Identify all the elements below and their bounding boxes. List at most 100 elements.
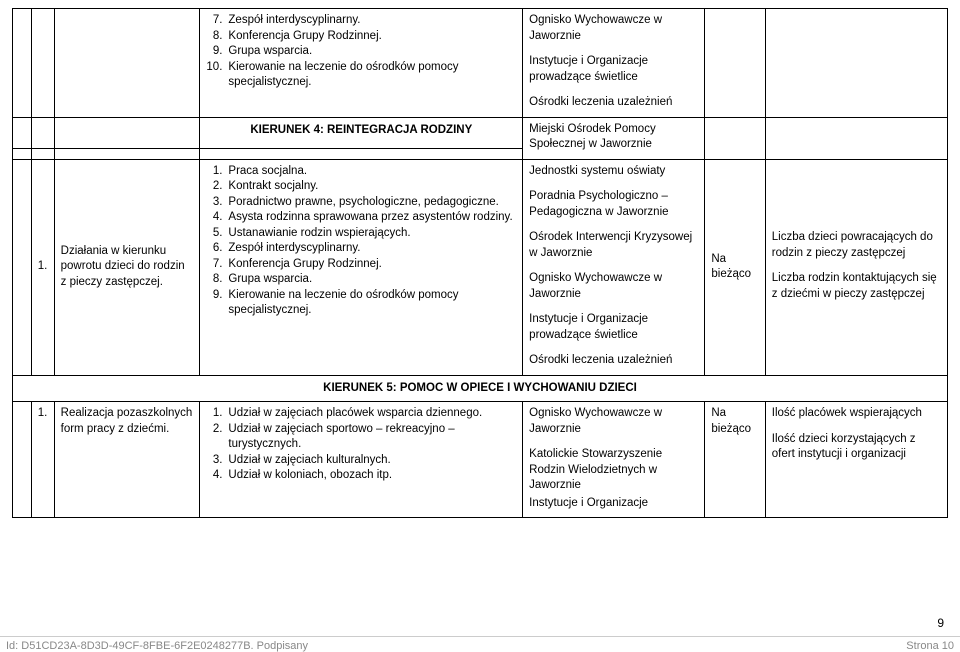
footer-id: Id: D51CD23A-8D3D-49CF-8FBE-6F2E0248277B… bbox=[6, 640, 308, 652]
cell-number: 1. bbox=[31, 402, 54, 518]
cell bbox=[31, 9, 54, 118]
paragraph: Ośrodki leczenia uzależnień bbox=[529, 353, 698, 369]
list-item-number: 4. bbox=[206, 468, 228, 484]
paragraph: Ognisko Wychowawcze w Jaworznie bbox=[529, 406, 698, 437]
list-item: 7.Konferencja Grupy Rodzinnej. bbox=[206, 257, 516, 273]
paragraph: Ośrodki leczenia uzależnień bbox=[529, 95, 698, 111]
list-item-text: Ustanawianie rodzin wspierających. bbox=[228, 226, 516, 242]
cell-action: Działania w kierunku powrotu dzieci do r… bbox=[54, 159, 200, 375]
list-item-number: 5. bbox=[206, 226, 228, 242]
footer-page: Strona 10 bbox=[906, 640, 954, 652]
list-item-number: 2. bbox=[206, 179, 228, 195]
paragraph: Ośrodek Interwencji Kryzysowej w Jaworzn… bbox=[529, 230, 698, 261]
paragraph: Ognisko Wychowawcze w Jaworznie bbox=[529, 271, 698, 302]
cell-indicators: Ilość placówek wspierających Ilość dzieci… bbox=[765, 402, 947, 518]
cell bbox=[54, 148, 200, 159]
list-item-text: Udział w zajęciach sportowo – rekreacyjn… bbox=[228, 422, 516, 453]
list-item-number: 1. bbox=[206, 164, 228, 180]
list-item-number: 7. bbox=[206, 13, 228, 29]
list-item-text: Asysta rodzinna sprawowana przez asysten… bbox=[228, 210, 516, 226]
cell bbox=[200, 148, 523, 159]
paragraph: Ilość placówek wspierających bbox=[772, 406, 941, 422]
table-row: 7.Zespół interdyscyplinarny.8.Konferencj… bbox=[13, 9, 948, 118]
cell-institutions: Jednostki systemu oświatyPoradnia Psycho… bbox=[523, 159, 705, 375]
cell bbox=[13, 402, 32, 518]
list-item-text: Praca socjalna. bbox=[228, 164, 516, 180]
footer: Id: D51CD23A-8D3D-49CF-8FBE-6F2E0248277B… bbox=[0, 636, 960, 652]
paragraph: Instytucje i Organizacje prowadzące świe… bbox=[529, 54, 698, 85]
cell bbox=[13, 148, 32, 159]
cell bbox=[13, 159, 32, 375]
list-item-text: Udział w koloniach, obozach itp. bbox=[228, 468, 516, 484]
list-item-text: Kontrakt socjalny. bbox=[228, 179, 516, 195]
list-item: 6.Zespół interdyscyplinarny. bbox=[206, 241, 516, 257]
list-item: 1.Udział w zajęciach placówek wsparcia d… bbox=[206, 406, 516, 422]
table-row: 1. Działania w kierunku powrotu dzieci d… bbox=[13, 159, 948, 375]
cell bbox=[54, 9, 200, 118]
list-item-number: 9. bbox=[206, 44, 228, 60]
list-item-text: Konferencja Grupy Rodzinnej. bbox=[228, 29, 516, 45]
document-table: 7.Zespół interdyscyplinarny.8.Konferencj… bbox=[12, 8, 948, 518]
cell bbox=[765, 9, 947, 118]
table-row: 1. Realizacja pozaszkolnych form pracy z… bbox=[13, 402, 948, 518]
list-item: 1.Praca socjalna. bbox=[206, 164, 516, 180]
list-item-number: 1. bbox=[206, 406, 228, 422]
list-item-number: 8. bbox=[206, 272, 228, 288]
list-item-number: 9. bbox=[206, 288, 228, 319]
cell bbox=[31, 117, 54, 148]
paragraph: Ilość dzieci korzystających z ofert inst… bbox=[772, 432, 941, 463]
cell-list: 7.Zespół interdyscyplinarny.8.Konferencj… bbox=[200, 9, 523, 118]
list-item: 10.Kierowanie na leczenie do ośrodków po… bbox=[206, 60, 516, 91]
cell-institutions: Ognisko Wychowawcze w JaworznieInstytucj… bbox=[523, 9, 705, 118]
cell bbox=[13, 117, 32, 148]
list-item: 4.Asysta rodzinna sprawowana przez asyst… bbox=[206, 210, 516, 226]
paragraph: Instytucje i Organizacje prowadzące świe… bbox=[529, 312, 698, 343]
list-item: 4.Udział w koloniach, obozach itp. bbox=[206, 468, 516, 484]
list-item-number: 4. bbox=[206, 210, 228, 226]
section-header-row: KIERUNEK 4: REINTEGRACJA RODZINY Miejski… bbox=[13, 117, 948, 148]
paragraph: Katolickie Stowarzyszenie Rodzin Wielodz… bbox=[529, 447, 698, 494]
cell-institutions: Ognisko Wychowawcze w Jaworznie Katolicki… bbox=[523, 402, 705, 518]
list-item-number: 3. bbox=[206, 453, 228, 469]
cell bbox=[13, 9, 32, 118]
page-number: 9 bbox=[937, 616, 944, 630]
list-item-number: 8. bbox=[206, 29, 228, 45]
list-item: 9.Grupa wsparcia. bbox=[206, 44, 516, 60]
cell-list: 1.Udział w zajęciach placówek wsparcia d… bbox=[200, 402, 523, 518]
paragraph: Miejski Ośrodek Pomocy Społecznej w Jawo… bbox=[529, 122, 698, 153]
list-item: 9.Kierowanie na leczenie do ośrodków pom… bbox=[206, 288, 516, 319]
list-item-text: Zespół interdyscyplinarny. bbox=[228, 13, 516, 29]
list-item: 2.Kontrakt socjalny. bbox=[206, 179, 516, 195]
list-item: 3.Udział w zajęciach kulturalnych. bbox=[206, 453, 516, 469]
list-item-text: Grupa wsparcia. bbox=[228, 44, 516, 60]
cell-number: 1. bbox=[31, 159, 54, 375]
list-item-text: Poradnictwo prawne, psychologiczne, peda… bbox=[228, 195, 516, 211]
cell-action: Realizacja pozaszkolnych form pracy z dz… bbox=[54, 402, 200, 518]
list-item: 5.Ustanawianie rodzin wspierających. bbox=[206, 226, 516, 242]
cell-timing: Na bieżąco bbox=[705, 159, 765, 375]
list-item-text: Udział w zajęciach placówek wsparcia dzi… bbox=[228, 406, 516, 422]
list-item-text: Zespół interdyscyplinarny. bbox=[228, 241, 516, 257]
list-item-text: Kierowanie na leczenie do ośrodków pomoc… bbox=[228, 60, 516, 91]
list-item: 8.Grupa wsparcia. bbox=[206, 272, 516, 288]
paragraph: Instytucje i Organizacje bbox=[529, 496, 698, 512]
cell bbox=[705, 117, 765, 159]
cell bbox=[54, 117, 200, 148]
list-item-text: Konferencja Grupy Rodzinnej. bbox=[228, 257, 516, 273]
list-item: 7.Zespół interdyscyplinarny. bbox=[206, 13, 516, 29]
cell-indicators: Liczba dzieci powracających do rodzin z … bbox=[765, 159, 947, 375]
list-item: 2.Udział w zajęciach sportowo – rekreacy… bbox=[206, 422, 516, 453]
cell bbox=[705, 9, 765, 118]
list-item-text: Grupa wsparcia. bbox=[228, 272, 516, 288]
section-header-row: KIERUNEK 5: POMOC W OPIECE I WYCHOWANIU … bbox=[13, 375, 948, 402]
list-item: 3.Poradnictwo prawne, psychologiczne, pe… bbox=[206, 195, 516, 211]
paragraph: Liczba rodzin kontaktujących się z dzieć… bbox=[772, 271, 941, 302]
list-item-number: 6. bbox=[206, 241, 228, 257]
list-item: 8.Konferencja Grupy Rodzinnej. bbox=[206, 29, 516, 45]
list-item-number: 7. bbox=[206, 257, 228, 273]
cell bbox=[765, 117, 947, 159]
cell-institutions: Miejski Ośrodek Pomocy Społecznej w Jawo… bbox=[523, 117, 705, 159]
section-4-title: KIERUNEK 4: REINTEGRACJA RODZINY bbox=[200, 117, 523, 148]
cell-list: 1.Praca socjalna.2.Kontrakt socjalny.3.P… bbox=[200, 159, 523, 375]
section-5-title: KIERUNEK 5: POMOC W OPIECE I WYCHOWANIU … bbox=[13, 375, 948, 402]
